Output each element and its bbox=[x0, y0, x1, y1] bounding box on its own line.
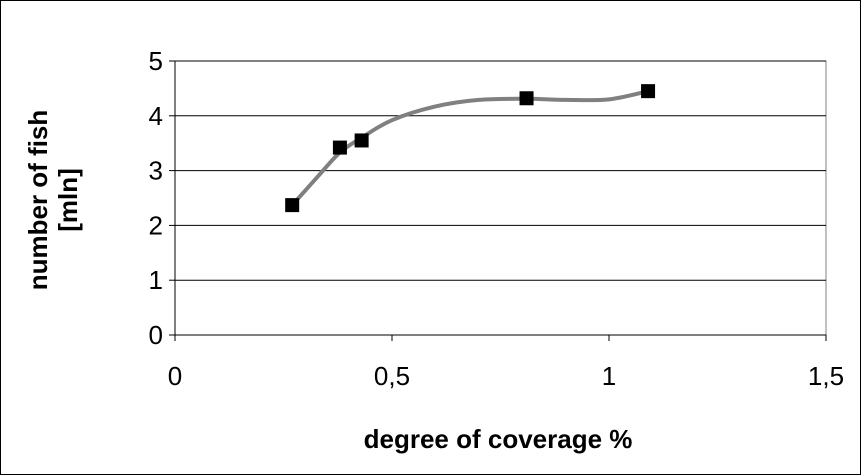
trendline-layer bbox=[290, 89, 651, 208]
y-tick-label: 0 bbox=[149, 320, 163, 350]
trendline bbox=[290, 89, 651, 208]
y-tick-label: 1 bbox=[149, 265, 163, 295]
data-point bbox=[519, 91, 534, 106]
tick-label-layer: 0 1 2 3 4 5 0 0,5 1 1,5 bbox=[149, 46, 845, 391]
data-point bbox=[354, 133, 369, 148]
x-tick-label: 1 bbox=[602, 361, 616, 391]
y-axis-title: number of fish [mln] bbox=[23, 110, 83, 291]
y-tick-label: 4 bbox=[149, 101, 163, 131]
grid-layer bbox=[175, 60, 826, 281]
y-axis-title-line-1: number of fish bbox=[23, 110, 53, 291]
x-tick-label: 1,5 bbox=[808, 361, 844, 391]
axis-layer bbox=[169, 60, 827, 341]
y-tick-label: 5 bbox=[149, 46, 163, 76]
y-tick-label: 2 bbox=[149, 210, 163, 240]
y-tick-label: 3 bbox=[149, 156, 163, 186]
data-point bbox=[641, 84, 656, 99]
x-axis-title: degree of coverage % bbox=[364, 424, 633, 454]
x-tick-label: 0,5 bbox=[374, 361, 410, 391]
plot-area bbox=[174, 60, 827, 336]
x-tick-label: 0 bbox=[168, 361, 182, 391]
y-axis-title-line-2: [mln] bbox=[53, 168, 83, 232]
data-point-layer bbox=[285, 84, 656, 213]
data-point bbox=[285, 198, 300, 213]
data-point bbox=[332, 140, 347, 155]
